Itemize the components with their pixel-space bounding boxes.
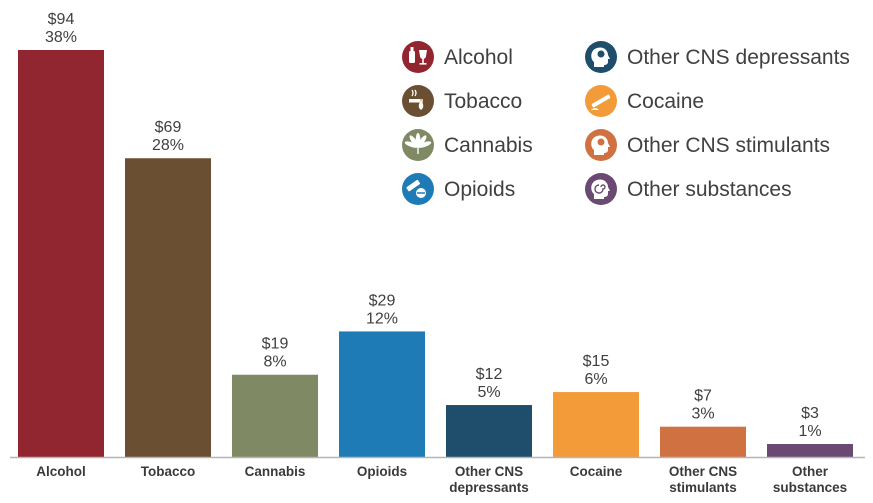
value-label-cocaine: $15 (583, 353, 610, 370)
category-label-other-cns-depressants-line1: Other CNS (455, 464, 523, 479)
value-label-other-cns-depressants: $12 (476, 366, 503, 383)
legend-item-other-substances: Other substances (585, 173, 792, 205)
percent-label-cocaine: 6% (584, 371, 607, 388)
legend-label-cannabis: Cannabis (444, 134, 533, 157)
percent-label-alcohol: 38% (45, 29, 77, 46)
legend-item-cannabis: Cannabis (402, 129, 533, 161)
percent-label-other-cns-stimulants: 3% (691, 406, 714, 423)
legend-item-other-cns-depressants: Other CNS depressants (585, 41, 850, 73)
legend-label-other-cns-stimulants: Other CNS stimulants (627, 134, 830, 157)
legend-item-opioids: Opioids (402, 173, 515, 205)
cns-stimulants-icon (585, 129, 617, 161)
percent-label-tobacco: 28% (152, 137, 184, 154)
category-label-other-cns-depressants-line2: depressants (449, 480, 529, 495)
bar-opioids (339, 331, 425, 457)
alcohol-icon (402, 41, 434, 73)
bar-alcohol (18, 50, 104, 457)
value-label-tobacco: $69 (155, 119, 182, 136)
bar-cannabis (232, 374, 318, 457)
percent-label-other-cns-depressants: 5% (477, 384, 500, 401)
value-label-other-cns-stimulants: $7 (694, 388, 712, 405)
legend-label-opioids: Opioids (444, 178, 515, 201)
cns-depressants-icon (585, 41, 617, 73)
percent-label-opioids: 12% (366, 310, 398, 327)
value-label-alcohol: $94 (48, 11, 75, 28)
category-label-other-cns-stimulants-line2: stimulants (669, 480, 737, 495)
legend-item-other-cns-stimulants: Other CNS stimulants (585, 129, 830, 161)
category-labels-group: Alcohol Tobacco Cannabis Opioids Other CNSde… (36, 464, 847, 495)
bar-cocaine (553, 392, 639, 457)
category-label-tobacco: Tobacco (141, 464, 196, 479)
category-label-other-cns-stimulants-line1: Other CNS (669, 464, 737, 479)
legend-label-other-cns-depressants: Other CNS depressants (627, 46, 850, 69)
percent-label-cannabis: 8% (263, 354, 286, 371)
other-substances-icon (585, 173, 617, 205)
value-label-other-substances: $3 (801, 405, 819, 422)
legend-label-other-substances: Other substances (627, 178, 792, 201)
bars-group (18, 50, 853, 457)
bar-tobacco (125, 158, 211, 457)
opioids-icon (402, 173, 434, 205)
percent-label-other-substances: 1% (798, 423, 821, 440)
cocaine-icon (585, 85, 617, 117)
cannabis-icon (402, 129, 434, 161)
legend-label-tobacco: Tobacco (444, 90, 522, 113)
category-label-alcohol: Alcohol (36, 464, 86, 479)
category-label-other-substances-line1: Other (792, 464, 829, 479)
legend-label-alcohol: Alcohol (444, 46, 513, 69)
bar-other-substances (767, 444, 853, 457)
tobacco-icon (402, 85, 434, 117)
legend-item-cocaine: Cocaine (585, 85, 704, 117)
value-label-opioids: $29 (369, 292, 396, 309)
category-label-opioids: Opioids (357, 464, 407, 479)
value-label-cannabis: $19 (262, 336, 289, 353)
category-label-other-substances-line2: substances (773, 480, 847, 495)
bar-other-cns-stimulants (660, 426, 746, 457)
bar-other-cns-depressants (446, 405, 532, 457)
legend-label-cocaine: Cocaine (627, 90, 704, 113)
legend: Alcohol Tobacco Cannabis Opioids Other CNS d… (402, 41, 850, 205)
legend-item-alcohol: Alcohol (402, 41, 513, 73)
category-label-cannabis: Cannabis (245, 464, 306, 479)
legend-item-tobacco: Tobacco (402, 85, 522, 117)
category-label-cocaine: Cocaine (570, 464, 623, 479)
